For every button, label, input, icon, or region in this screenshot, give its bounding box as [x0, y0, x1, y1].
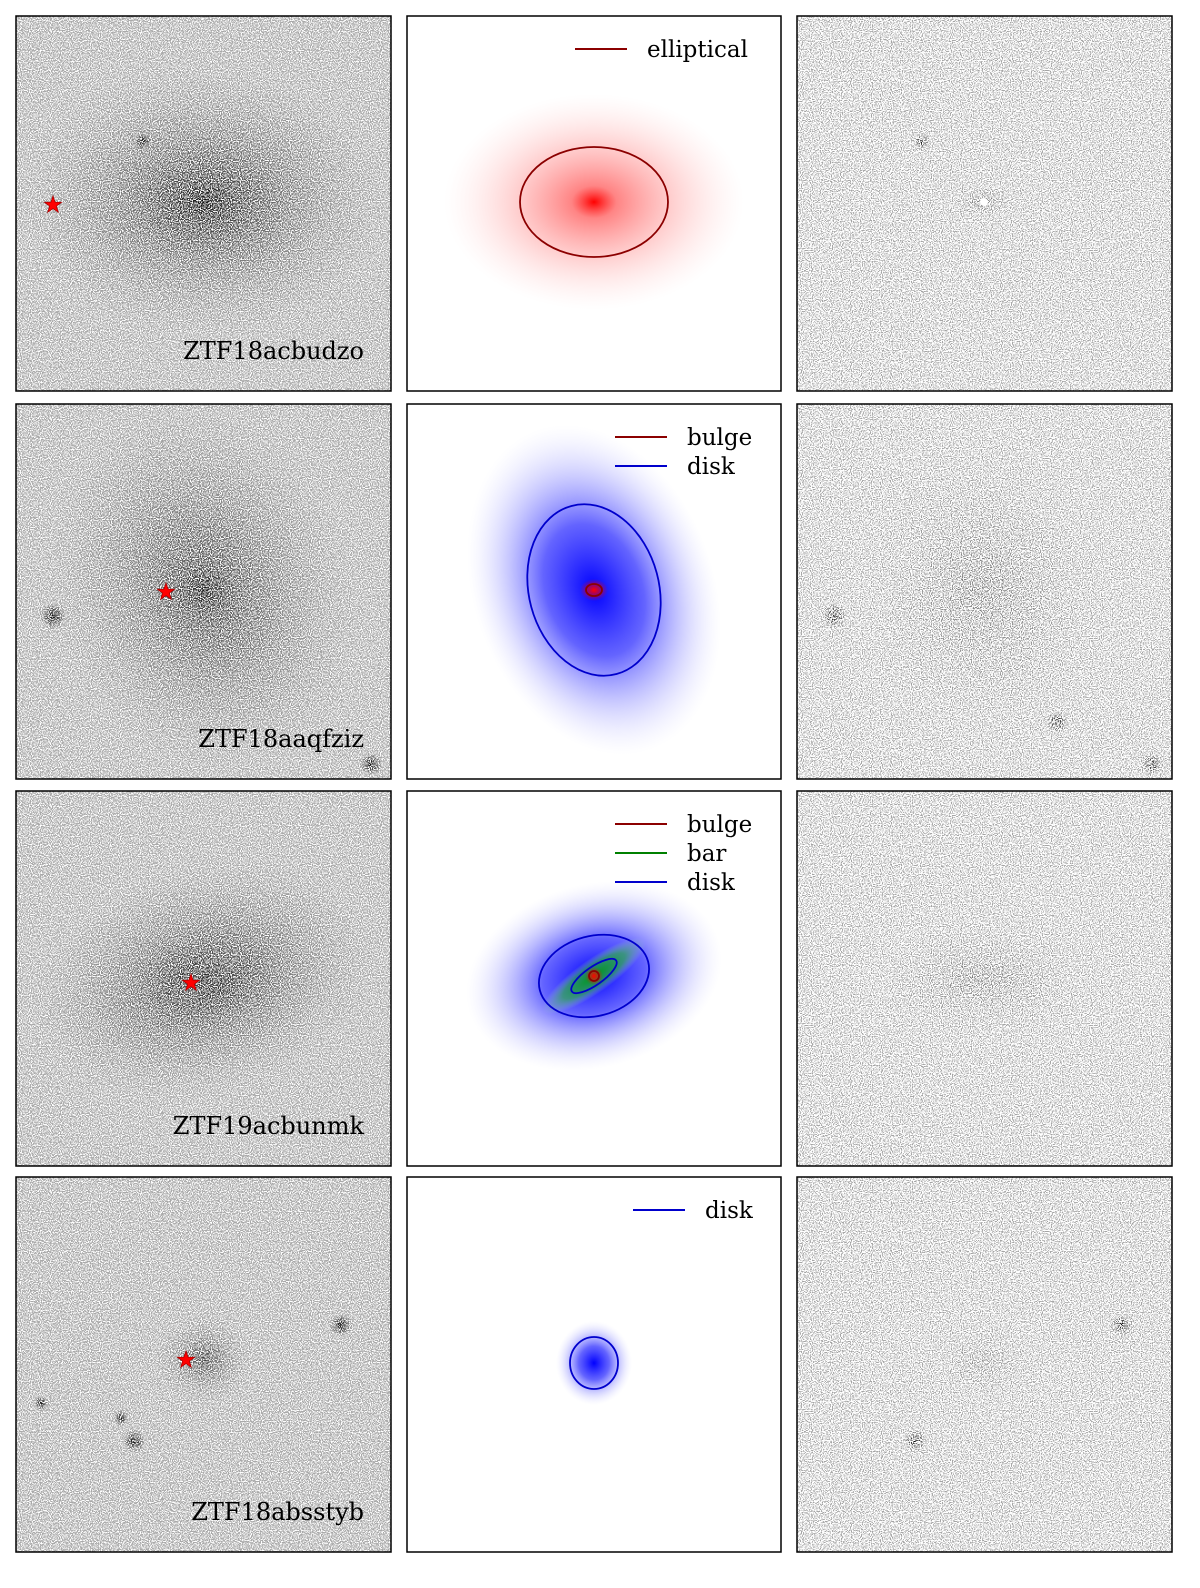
legend-entry: bar — [615, 841, 726, 867]
frame — [15, 790, 392, 1167]
noise — [797, 1177, 1172, 1552]
residual-panel — [796, 403, 1173, 780]
frame — [406, 403, 782, 780]
model-panel: disk — [406, 1176, 782, 1553]
contour — [585, 583, 603, 597]
model-component — [580, 579, 608, 601]
contour — [569, 1336, 619, 1390]
model-component — [556, 1321, 632, 1405]
frame — [796, 790, 1173, 1167]
legend-label: bulge — [687, 425, 752, 451]
image-panel: ZTF19acbunmk — [15, 790, 392, 1167]
frame — [796, 403, 1173, 780]
star-marker — [181, 972, 201, 992]
frame — [406, 15, 782, 392]
frame — [796, 1176, 1173, 1553]
frame — [15, 403, 392, 780]
model-component — [444, 94, 744, 310]
object-name: ZTF18acbudzo — [183, 337, 364, 365]
star-marker — [176, 1349, 196, 1369]
core — [980, 198, 988, 206]
star-marker — [43, 194, 63, 214]
frame — [15, 1176, 392, 1553]
contour — [538, 933, 650, 1019]
frame — [796, 15, 1173, 392]
noise — [16, 404, 391, 779]
model-panel: elliptical — [406, 15, 782, 392]
noise — [797, 404, 1172, 779]
legend-entry: disk — [633, 1198, 754, 1224]
image-panel: ZTF18aaqfziz — [15, 403, 392, 780]
object-name: ZTF18absstyb — [191, 1498, 364, 1526]
legend-entry: bulge — [615, 425, 752, 451]
image-panel: ZTF18absstyb — [15, 1176, 392, 1553]
image-panel: ZTF18acbudzo — [15, 15, 392, 392]
noise — [16, 16, 391, 391]
frame — [406, 790, 782, 1167]
model-panel: bulge bar disk — [406, 790, 782, 1167]
legend-entry: bulge — [615, 812, 752, 838]
legend-label: bar — [687, 841, 726, 867]
contour — [519, 146, 669, 258]
legend-label: disk — [687, 454, 736, 480]
legend-entry: disk — [615, 870, 736, 896]
residual-panel — [796, 15, 1173, 392]
legend-label: bulge — [687, 812, 752, 838]
noise — [797, 791, 1172, 1166]
residual-panel — [796, 1176, 1173, 1553]
legend-label: elliptical — [647, 37, 748, 63]
legend-entry: elliptical — [575, 37, 748, 63]
residual-panel — [796, 790, 1173, 1167]
legend-label: disk — [687, 870, 736, 896]
model-component — [585, 967, 603, 985]
star-marker — [156, 581, 176, 601]
model-panel: bulge disk — [406, 403, 782, 780]
noise — [16, 1177, 391, 1552]
frame — [406, 1176, 782, 1553]
object-name: ZTF18aaqfziz — [198, 725, 364, 753]
noise — [16, 791, 391, 1166]
legend-entry: disk — [615, 454, 736, 480]
contour — [526, 503, 662, 677]
object-name: ZTF19acbunmk — [173, 1112, 365, 1140]
legend-label: disk — [705, 1198, 754, 1224]
contour — [588, 970, 600, 982]
frame — [15, 15, 392, 392]
contour — [570, 957, 618, 995]
